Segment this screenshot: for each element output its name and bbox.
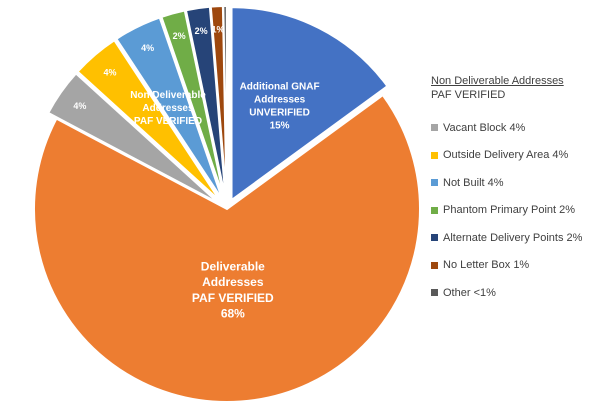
legend-swatch: [431, 124, 438, 132]
data-label-alternate-delivery-points: 2%: [195, 26, 208, 36]
legend-item: No Letter Box 1%: [431, 252, 582, 280]
legend: Non Deliverable Addresses PAF VERIFIED V…: [431, 74, 582, 307]
legend-swatch: [431, 179, 438, 187]
group-label-non-deliverable: Non Deliverable Addresses PAF VERIFIED: [130, 90, 206, 127]
legend-swatch: [431, 289, 438, 297]
legend-subtitle: PAF VERIFIED: [431, 89, 506, 101]
legend-label: Phantom Primary Point 2%: [443, 204, 576, 217]
data-label-outside-delivery-area: 4%: [104, 68, 117, 78]
legend-swatch: [431, 151, 438, 159]
legend-swatch: [431, 206, 438, 214]
legend-swatch: [431, 234, 438, 242]
pie-slice-not-built: [115, 16, 224, 201]
legend-label: Not Built 4%: [443, 176, 504, 189]
legend-items: Vacant Block 4% Outside Delivery Area 4% N…: [431, 114, 582, 307]
legend-label: Outside Delivery Area 4%: [443, 149, 569, 162]
pie-slice-outside-delivery-area: [76, 38, 222, 203]
legend-item: Phantom Primary Point 2%: [431, 197, 582, 225]
data-label-phantom-primary-point: 2%: [173, 31, 186, 41]
legend-item: Other <1%: [431, 279, 582, 307]
data-label-additional-gnaf-addresses-unverified: Additional GNAF Addresses UNVERIFIED 15%: [240, 81, 320, 131]
pie-slice-deliverable-addresses-paf-verified: [33, 93, 421, 403]
data-label-not-built: 4%: [141, 43, 154, 53]
legend-item: Outside Delivery Area 4%: [431, 142, 582, 170]
legend-item: Vacant Block 4%: [431, 114, 582, 142]
legend-swatch: [431, 261, 438, 269]
pie-slice-other: [222, 5, 228, 200]
legend-label: Alternate Delivery Points 2%: [443, 231, 583, 244]
data-label-no-letter-box: 1%: [211, 25, 224, 35]
legend-label: Vacant Block 4%: [443, 121, 526, 134]
legend-item: Alternate Delivery Points 2%: [431, 224, 582, 252]
pie-slice-vacant-block: [46, 72, 220, 205]
data-label-deliverable-addresses-paf-verified: Deliverable Addresses PAF VERIFIED 68%: [192, 260, 274, 321]
legend-label: No Letter Box 1%: [443, 259, 530, 272]
pie-slice-additional-gnaf-addresses-unverified: [230, 6, 389, 203]
pie-slice-phantom-primary-point: [160, 9, 226, 200]
legend-title: Non Deliverable Addresses: [431, 75, 564, 87]
legend-item: Not Built 4%: [431, 169, 582, 197]
data-label-vacant-block: 4%: [73, 101, 86, 111]
legend-label: Other <1%: [443, 286, 496, 299]
